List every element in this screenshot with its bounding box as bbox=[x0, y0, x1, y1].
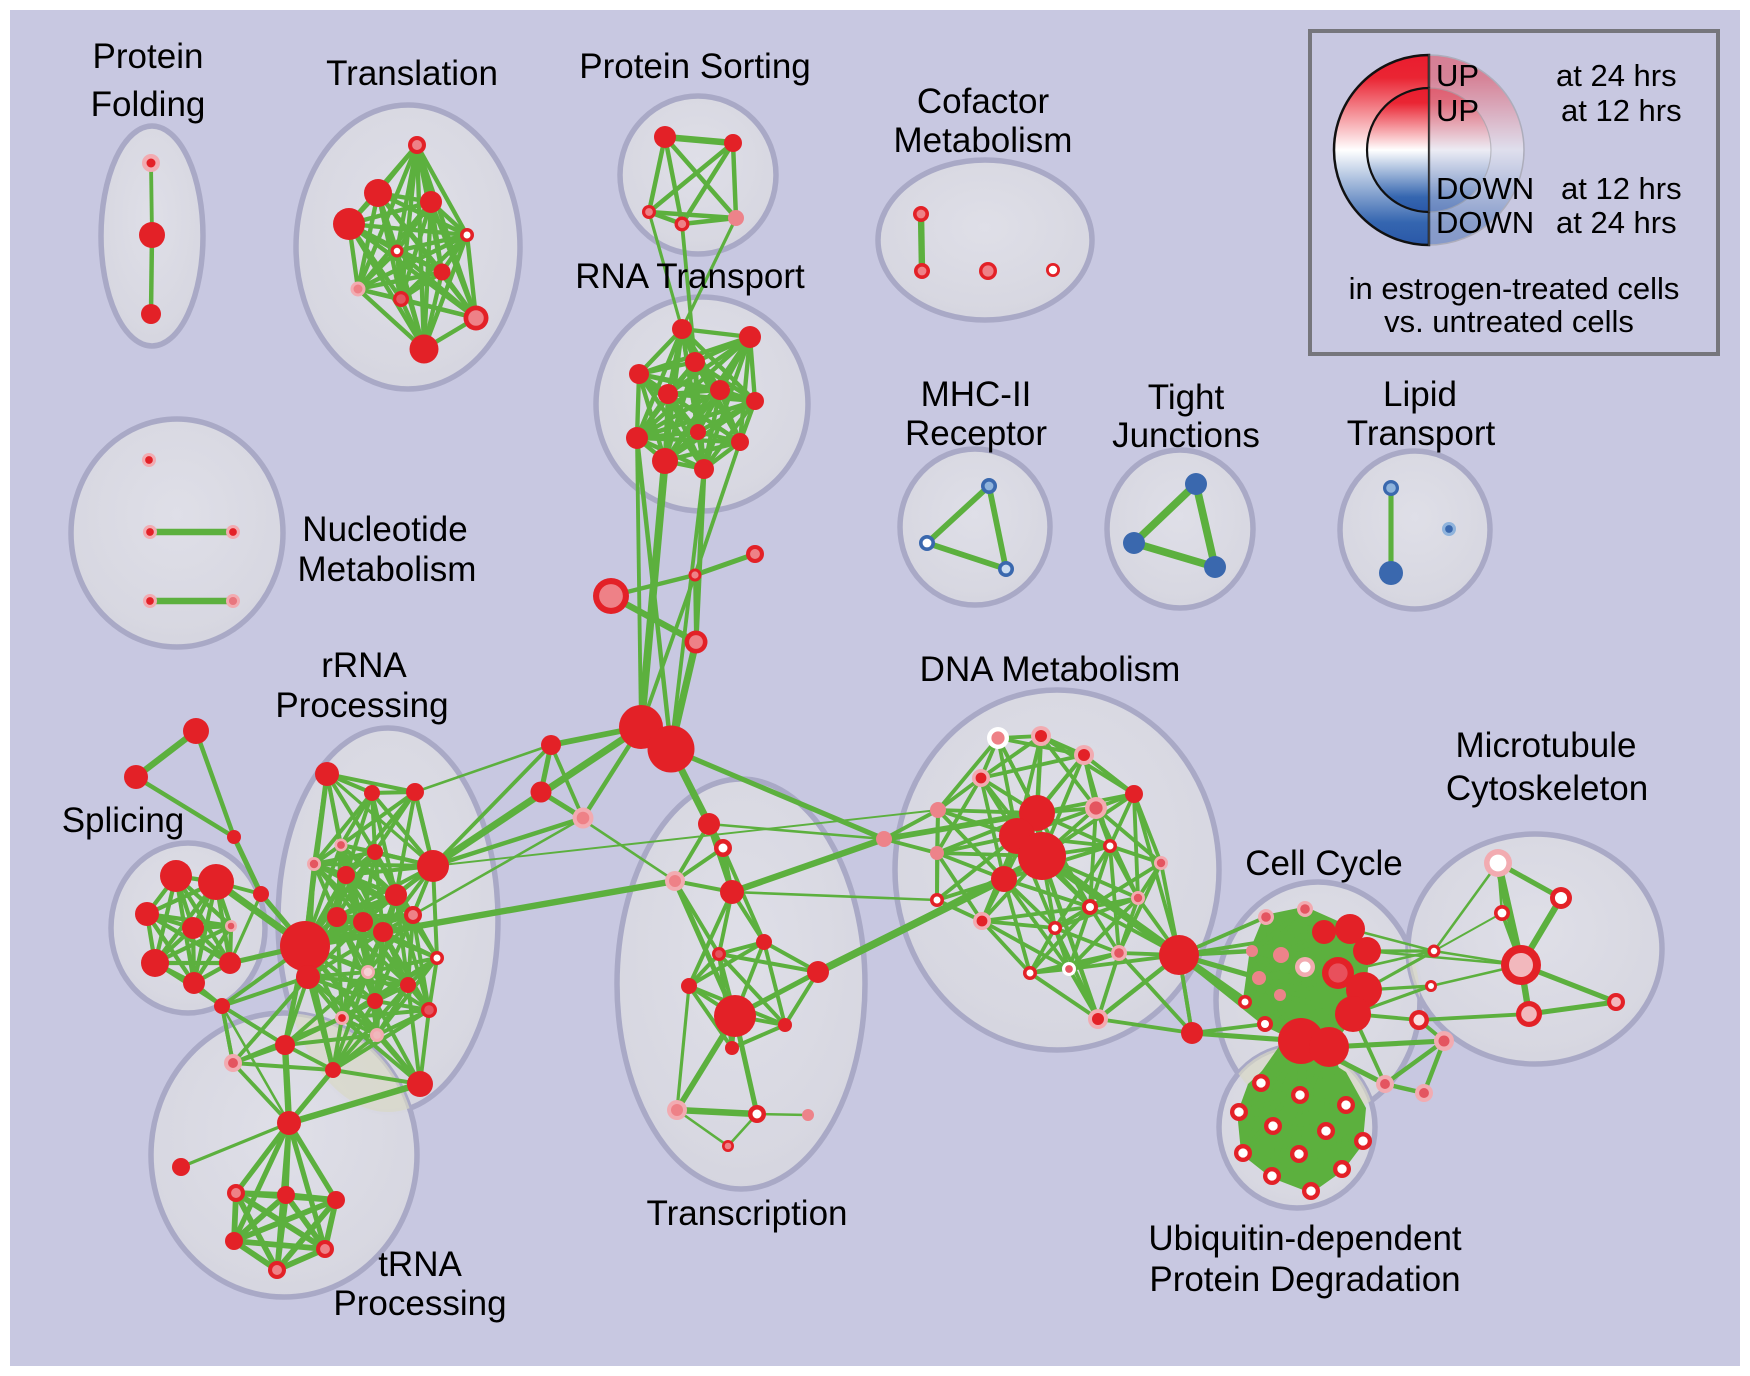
svg-text:at 12 hrs: at 12 hrs bbox=[1561, 171, 1682, 206]
svg-text:Metabolism: Metabolism bbox=[298, 550, 477, 589]
svg-text:Folding: Folding bbox=[91, 85, 206, 124]
svg-text:Transcription: Transcription bbox=[647, 1194, 848, 1233]
svg-text:Protein Sorting: Protein Sorting bbox=[579, 47, 811, 86]
svg-text:MHC-II: MHC-II bbox=[921, 375, 1032, 414]
svg-text:at 24 hrs: at 24 hrs bbox=[1556, 205, 1677, 240]
svg-text:UP: UP bbox=[1436, 93, 1479, 128]
svg-text:Cell Cycle: Cell Cycle bbox=[1245, 844, 1403, 883]
svg-text:Protein: Protein bbox=[93, 37, 204, 76]
svg-text:Cytoskeleton: Cytoskeleton bbox=[1446, 769, 1648, 808]
svg-text:tRNA: tRNA bbox=[378, 1245, 462, 1284]
svg-text:Receptor: Receptor bbox=[905, 414, 1047, 453]
svg-text:at 24 hrs: at 24 hrs bbox=[1556, 58, 1677, 93]
svg-text:at 12 hrs: at 12 hrs bbox=[1561, 93, 1682, 128]
svg-text:DOWN: DOWN bbox=[1436, 171, 1534, 206]
svg-text:DNA Metabolism: DNA Metabolism bbox=[920, 650, 1181, 689]
svg-text:Microtubule: Microtubule bbox=[1456, 726, 1637, 765]
svg-text:Transport: Transport bbox=[1347, 414, 1496, 453]
svg-text:RNA Transport: RNA Transport bbox=[575, 257, 805, 296]
svg-text:vs. untreated cells: vs. untreated cells bbox=[1384, 304, 1634, 339]
svg-text:Protein Degradation: Protein Degradation bbox=[1149, 1260, 1460, 1299]
svg-text:Processing: Processing bbox=[333, 1284, 506, 1323]
svg-text:DOWN: DOWN bbox=[1436, 205, 1534, 240]
svg-text:Tight: Tight bbox=[1148, 378, 1225, 417]
svg-text:Metabolism: Metabolism bbox=[894, 121, 1073, 160]
svg-text:in estrogen-treated cells: in estrogen-treated cells bbox=[1349, 271, 1680, 306]
svg-text:Cofactor: Cofactor bbox=[917, 82, 1050, 121]
svg-text:Translation: Translation bbox=[326, 54, 498, 93]
svg-text:Nucleotide: Nucleotide bbox=[302, 510, 467, 549]
svg-text:Ubiquitin-dependent: Ubiquitin-dependent bbox=[1148, 1219, 1462, 1258]
svg-text:Lipid: Lipid bbox=[1383, 375, 1457, 414]
svg-text:Junctions: Junctions bbox=[1112, 416, 1260, 455]
svg-text:rRNA: rRNA bbox=[321, 646, 407, 685]
svg-text:UP: UP bbox=[1436, 58, 1479, 93]
svg-text:Processing: Processing bbox=[275, 686, 448, 725]
svg-text:Splicing: Splicing bbox=[62, 801, 185, 840]
